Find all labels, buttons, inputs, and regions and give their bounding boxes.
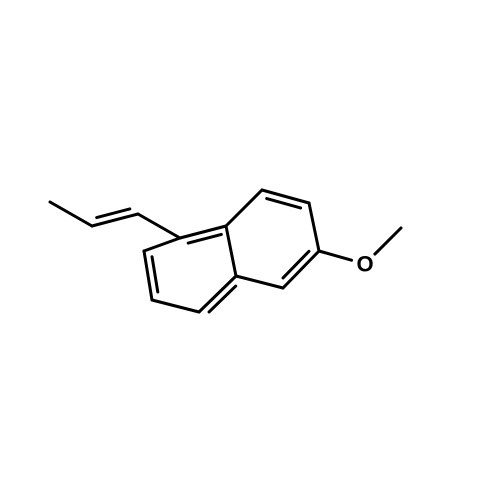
bond xyxy=(226,226,236,276)
bond xyxy=(50,202,92,226)
bond xyxy=(283,251,319,288)
bond xyxy=(144,238,180,251)
atom-label: O xyxy=(356,252,373,277)
bond xyxy=(236,276,283,288)
bond xyxy=(375,228,401,254)
chemical-structure: O xyxy=(0,0,500,500)
bond xyxy=(199,276,236,312)
bond xyxy=(262,190,309,203)
bond xyxy=(152,300,199,312)
bond xyxy=(319,251,352,260)
bond xyxy=(138,214,180,238)
bond xyxy=(152,257,158,292)
bond xyxy=(226,190,262,226)
bond xyxy=(309,203,319,251)
